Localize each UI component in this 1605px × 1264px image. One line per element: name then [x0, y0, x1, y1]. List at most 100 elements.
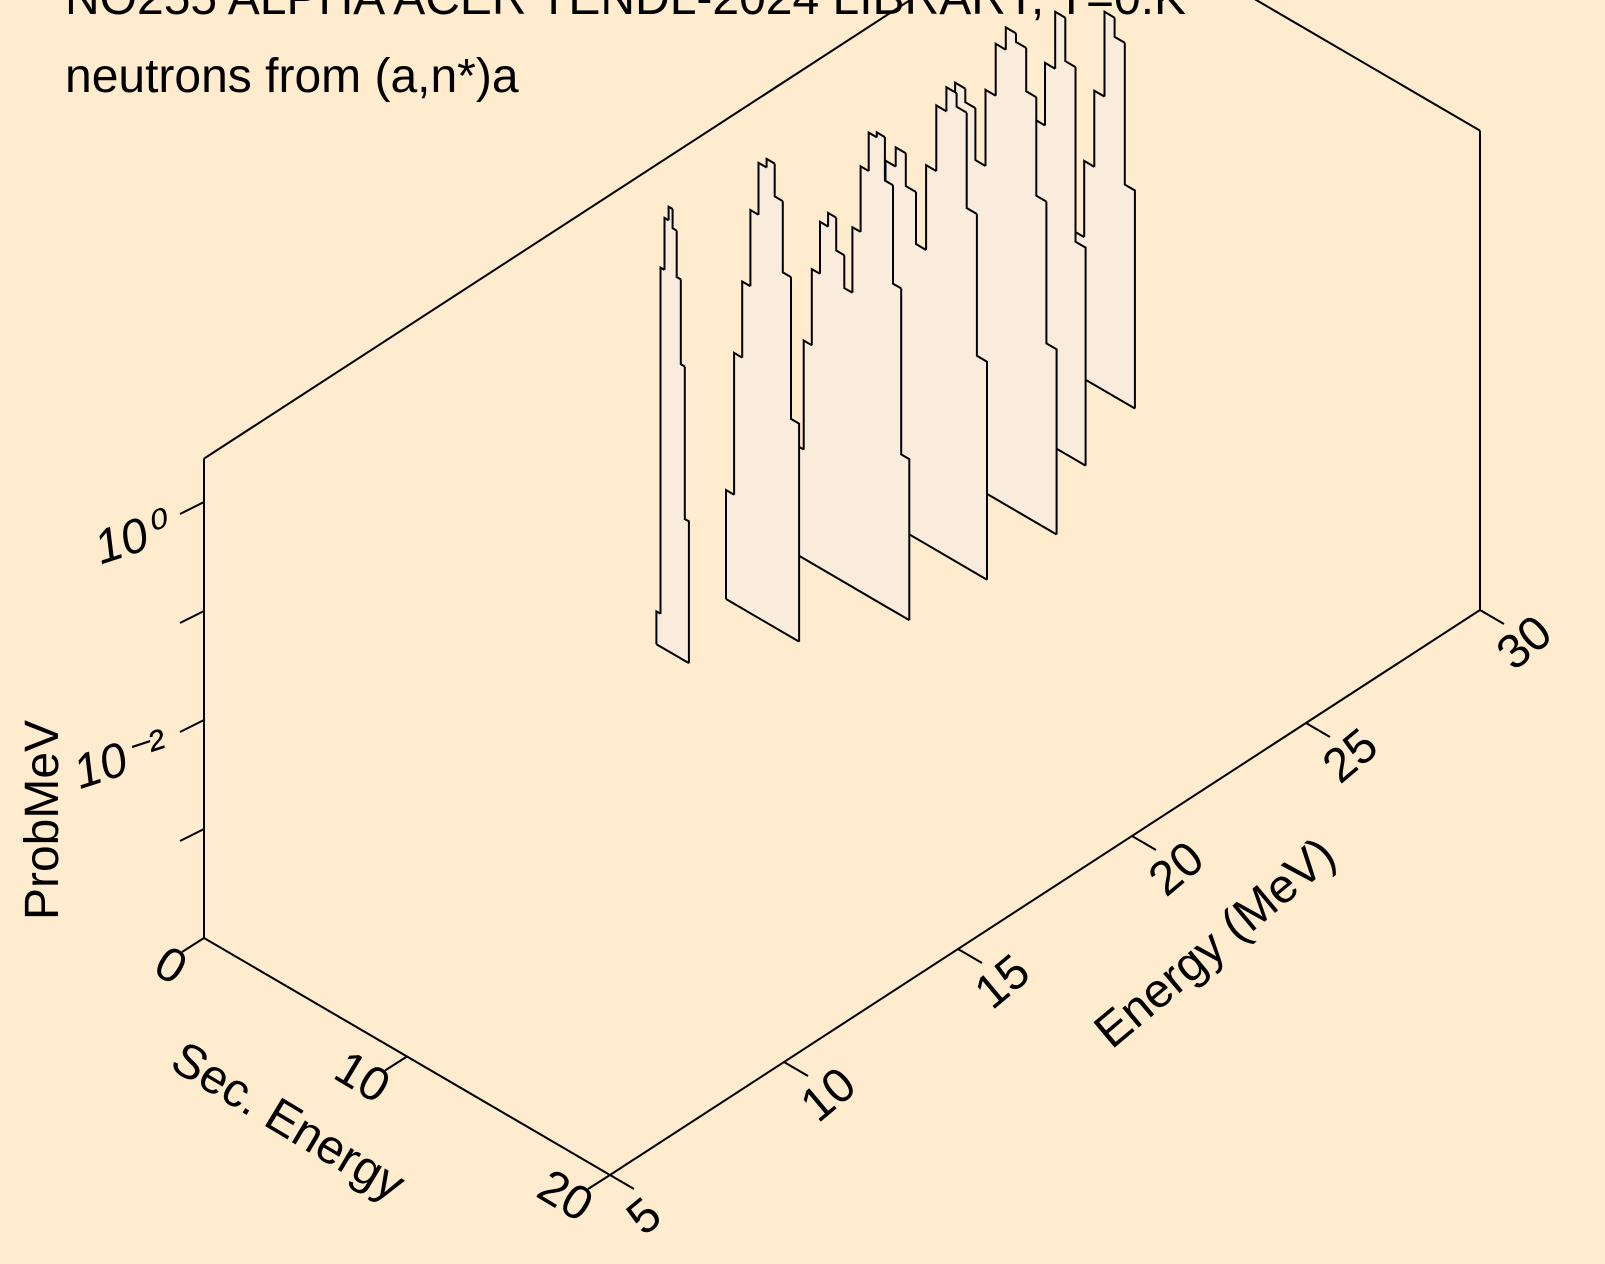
bin-fill — [1025, 90, 1037, 524]
bin-fill — [827, 212, 837, 579]
slice-base — [655, 643, 690, 665]
step-edge — [790, 277, 801, 642]
step-edge — [781, 201, 792, 278]
bin-fill — [868, 131, 878, 603]
bin-fill — [811, 268, 821, 569]
step-edge — [749, 208, 760, 287]
bin-fill — [672, 227, 678, 657]
step-edge — [1093, 88, 1106, 167]
bin-fill — [741, 280, 751, 615]
chart-subtitle: neutrons from (a,n*)a — [65, 50, 519, 103]
step-edge — [945, 85, 958, 112]
step-edge — [655, 609, 662, 645]
y-tick — [609, 1174, 635, 1190]
step-edge — [1083, 159, 1095, 238]
step-edge — [925, 163, 937, 250]
step-edge — [663, 216, 670, 270]
step-edge — [984, 88, 997, 166]
bin-fill — [925, 164, 937, 551]
step-edge — [1044, 61, 1056, 126]
slice-base — [725, 598, 800, 643]
step-edge — [827, 211, 837, 227]
bin-fill — [884, 179, 894, 612]
step-edge — [1103, 10, 1116, 97]
chart-title: NO255 ALPHA ACER TENDL-2024 LIBRARY, T=0… — [65, 0, 1186, 25]
step-edge — [892, 185, 902, 290]
step-edge — [835, 217, 845, 257]
bin-fill — [733, 352, 743, 610]
step-edge — [757, 161, 768, 215]
bin-fill — [945, 86, 958, 563]
z-tick — [179, 719, 205, 733]
bin-fill — [749, 209, 759, 619]
step-edge — [867, 130, 878, 171]
step-edge — [1045, 201, 1058, 535]
bin-fill — [664, 217, 670, 653]
y-tick — [1131, 835, 1157, 851]
step-edge — [935, 103, 947, 172]
step-edge — [1064, 17, 1077, 68]
y-tick — [783, 1061, 809, 1077]
y-axis — [609, 609, 1481, 1176]
bin-fill — [1093, 89, 1105, 392]
bin-fill — [966, 207, 978, 575]
z-axis-title: ProbMeV — [16, 720, 69, 920]
y-tick — [957, 948, 983, 964]
step-edge — [733, 351, 743, 495]
step-edge — [1074, 67, 1087, 466]
step-edge — [955, 93, 968, 114]
step-edge — [1025, 47, 1037, 99]
step-edge — [975, 214, 988, 580]
bin-fill — [790, 418, 800, 643]
step-edge — [1113, 17, 1126, 44]
step-edge — [725, 488, 735, 599]
step-edge — [964, 88, 976, 109]
bin-fill — [915, 243, 927, 545]
bin-fill — [1045, 342, 1058, 536]
x-tick — [587, 1174, 611, 1190]
step-edge — [1123, 42, 1136, 409]
bin-fill — [1124, 183, 1136, 410]
step-edge — [802, 338, 813, 450]
step-edge — [994, 42, 1007, 96]
step-edge — [819, 220, 829, 274]
step-edge — [974, 108, 987, 167]
step-edge — [1054, 10, 1066, 69]
step-edge — [679, 279, 686, 368]
step-edge — [671, 209, 678, 232]
step-edge — [810, 267, 821, 346]
bin-fill — [956, 105, 968, 569]
y-tick — [1479, 609, 1505, 625]
bin-fill — [668, 205, 674, 655]
z-minor-tick — [179, 610, 205, 624]
bin-fill — [843, 287, 853, 588]
step-edge — [894, 145, 907, 167]
step-edge — [915, 192, 927, 251]
step-edge — [675, 230, 682, 281]
bin-fill — [1064, 60, 1076, 461]
bin-fill — [758, 161, 768, 624]
step-edge — [851, 225, 862, 293]
bin-fill — [876, 131, 886, 607]
x-tick — [384, 1055, 408, 1072]
bin-fill — [1114, 36, 1126, 404]
step-edge — [765, 157, 776, 168]
box-edge — [1254, 0, 1481, 132]
bin-fill — [819, 220, 829, 574]
bin-fill — [851, 226, 862, 593]
bin-fill — [774, 195, 784, 634]
bin-fill — [782, 271, 792, 638]
step-edge — [883, 137, 894, 187]
bin-fill — [900, 453, 910, 622]
z-minor-tick — [179, 828, 205, 842]
bin-fill — [835, 249, 845, 584]
step-edge — [875, 130, 886, 138]
bin-fill — [892, 282, 902, 617]
bin-fill — [1104, 10, 1116, 398]
x-tick — [181, 937, 205, 953]
bin-fill — [1015, 41, 1027, 518]
step-edge — [904, 153, 917, 193]
